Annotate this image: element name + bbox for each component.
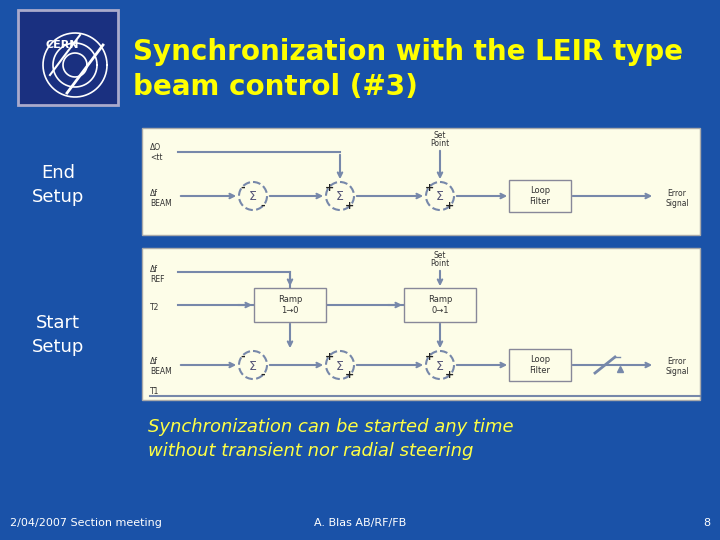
Text: <tt: <tt — [150, 153, 163, 163]
Text: Start
Setup: Start Setup — [32, 314, 84, 356]
Text: Σ: Σ — [249, 191, 257, 204]
FancyBboxPatch shape — [254, 288, 326, 322]
Text: CERN: CERN — [45, 40, 78, 50]
Text: +: + — [426, 183, 435, 193]
Text: +: + — [446, 201, 454, 211]
Text: T1: T1 — [150, 388, 159, 396]
Text: Point: Point — [431, 138, 449, 147]
Text: T2: T2 — [150, 303, 159, 313]
Text: REF: REF — [150, 274, 164, 284]
Text: Point: Point — [431, 259, 449, 267]
Text: Error: Error — [667, 188, 686, 198]
Text: Σ: Σ — [336, 360, 344, 373]
Text: BEAM: BEAM — [150, 199, 172, 207]
Text: 2/04/2007 Section meeting: 2/04/2007 Section meeting — [10, 518, 162, 528]
Text: Signal: Signal — [665, 368, 689, 376]
Text: A. Blas AB/RF/FB: A. Blas AB/RF/FB — [314, 518, 406, 528]
Text: +: + — [325, 352, 335, 362]
Text: ΔO: ΔO — [150, 144, 161, 152]
Text: +: + — [325, 183, 335, 193]
Text: Δf: Δf — [150, 265, 158, 273]
Text: Set: Set — [433, 131, 446, 139]
Text: Δf: Δf — [150, 188, 158, 198]
Text: Signal: Signal — [665, 199, 689, 207]
Text: 8: 8 — [703, 518, 710, 528]
Text: -: - — [261, 370, 265, 380]
FancyBboxPatch shape — [509, 180, 571, 212]
Text: Σ: Σ — [436, 191, 444, 204]
Text: End
Setup: End Setup — [32, 164, 84, 206]
Text: Δf: Δf — [150, 357, 158, 367]
Text: Error: Error — [667, 357, 686, 367]
FancyBboxPatch shape — [404, 288, 476, 322]
FancyBboxPatch shape — [142, 128, 700, 235]
Text: BEAM: BEAM — [150, 368, 172, 376]
Text: +: + — [426, 352, 435, 362]
Text: Σ: Σ — [436, 360, 444, 373]
Text: Ramp
1→0: Ramp 1→0 — [278, 295, 302, 315]
FancyBboxPatch shape — [509, 349, 571, 381]
Text: +: + — [446, 370, 454, 380]
Text: Σ: Σ — [336, 191, 344, 204]
Text: -: - — [261, 201, 265, 211]
Text: Loop
Filter: Loop Filter — [529, 186, 551, 206]
Text: +: + — [346, 201, 355, 211]
Text: -: - — [240, 352, 246, 362]
Text: Synchronization can be started any time
without transient nor radial steering: Synchronization can be started any time … — [148, 418, 513, 460]
Text: -: - — [240, 183, 246, 193]
Text: Loop
Filter: Loop Filter — [529, 355, 551, 375]
Text: Set: Set — [433, 251, 446, 260]
FancyBboxPatch shape — [18, 10, 118, 105]
Text: Σ: Σ — [249, 360, 257, 373]
Text: +: + — [346, 370, 355, 380]
Text: Ramp
0→1: Ramp 0→1 — [428, 295, 452, 315]
FancyBboxPatch shape — [142, 248, 700, 400]
Text: Synchronization with the LEIR type
beam control (#3): Synchronization with the LEIR type beam … — [133, 38, 683, 100]
